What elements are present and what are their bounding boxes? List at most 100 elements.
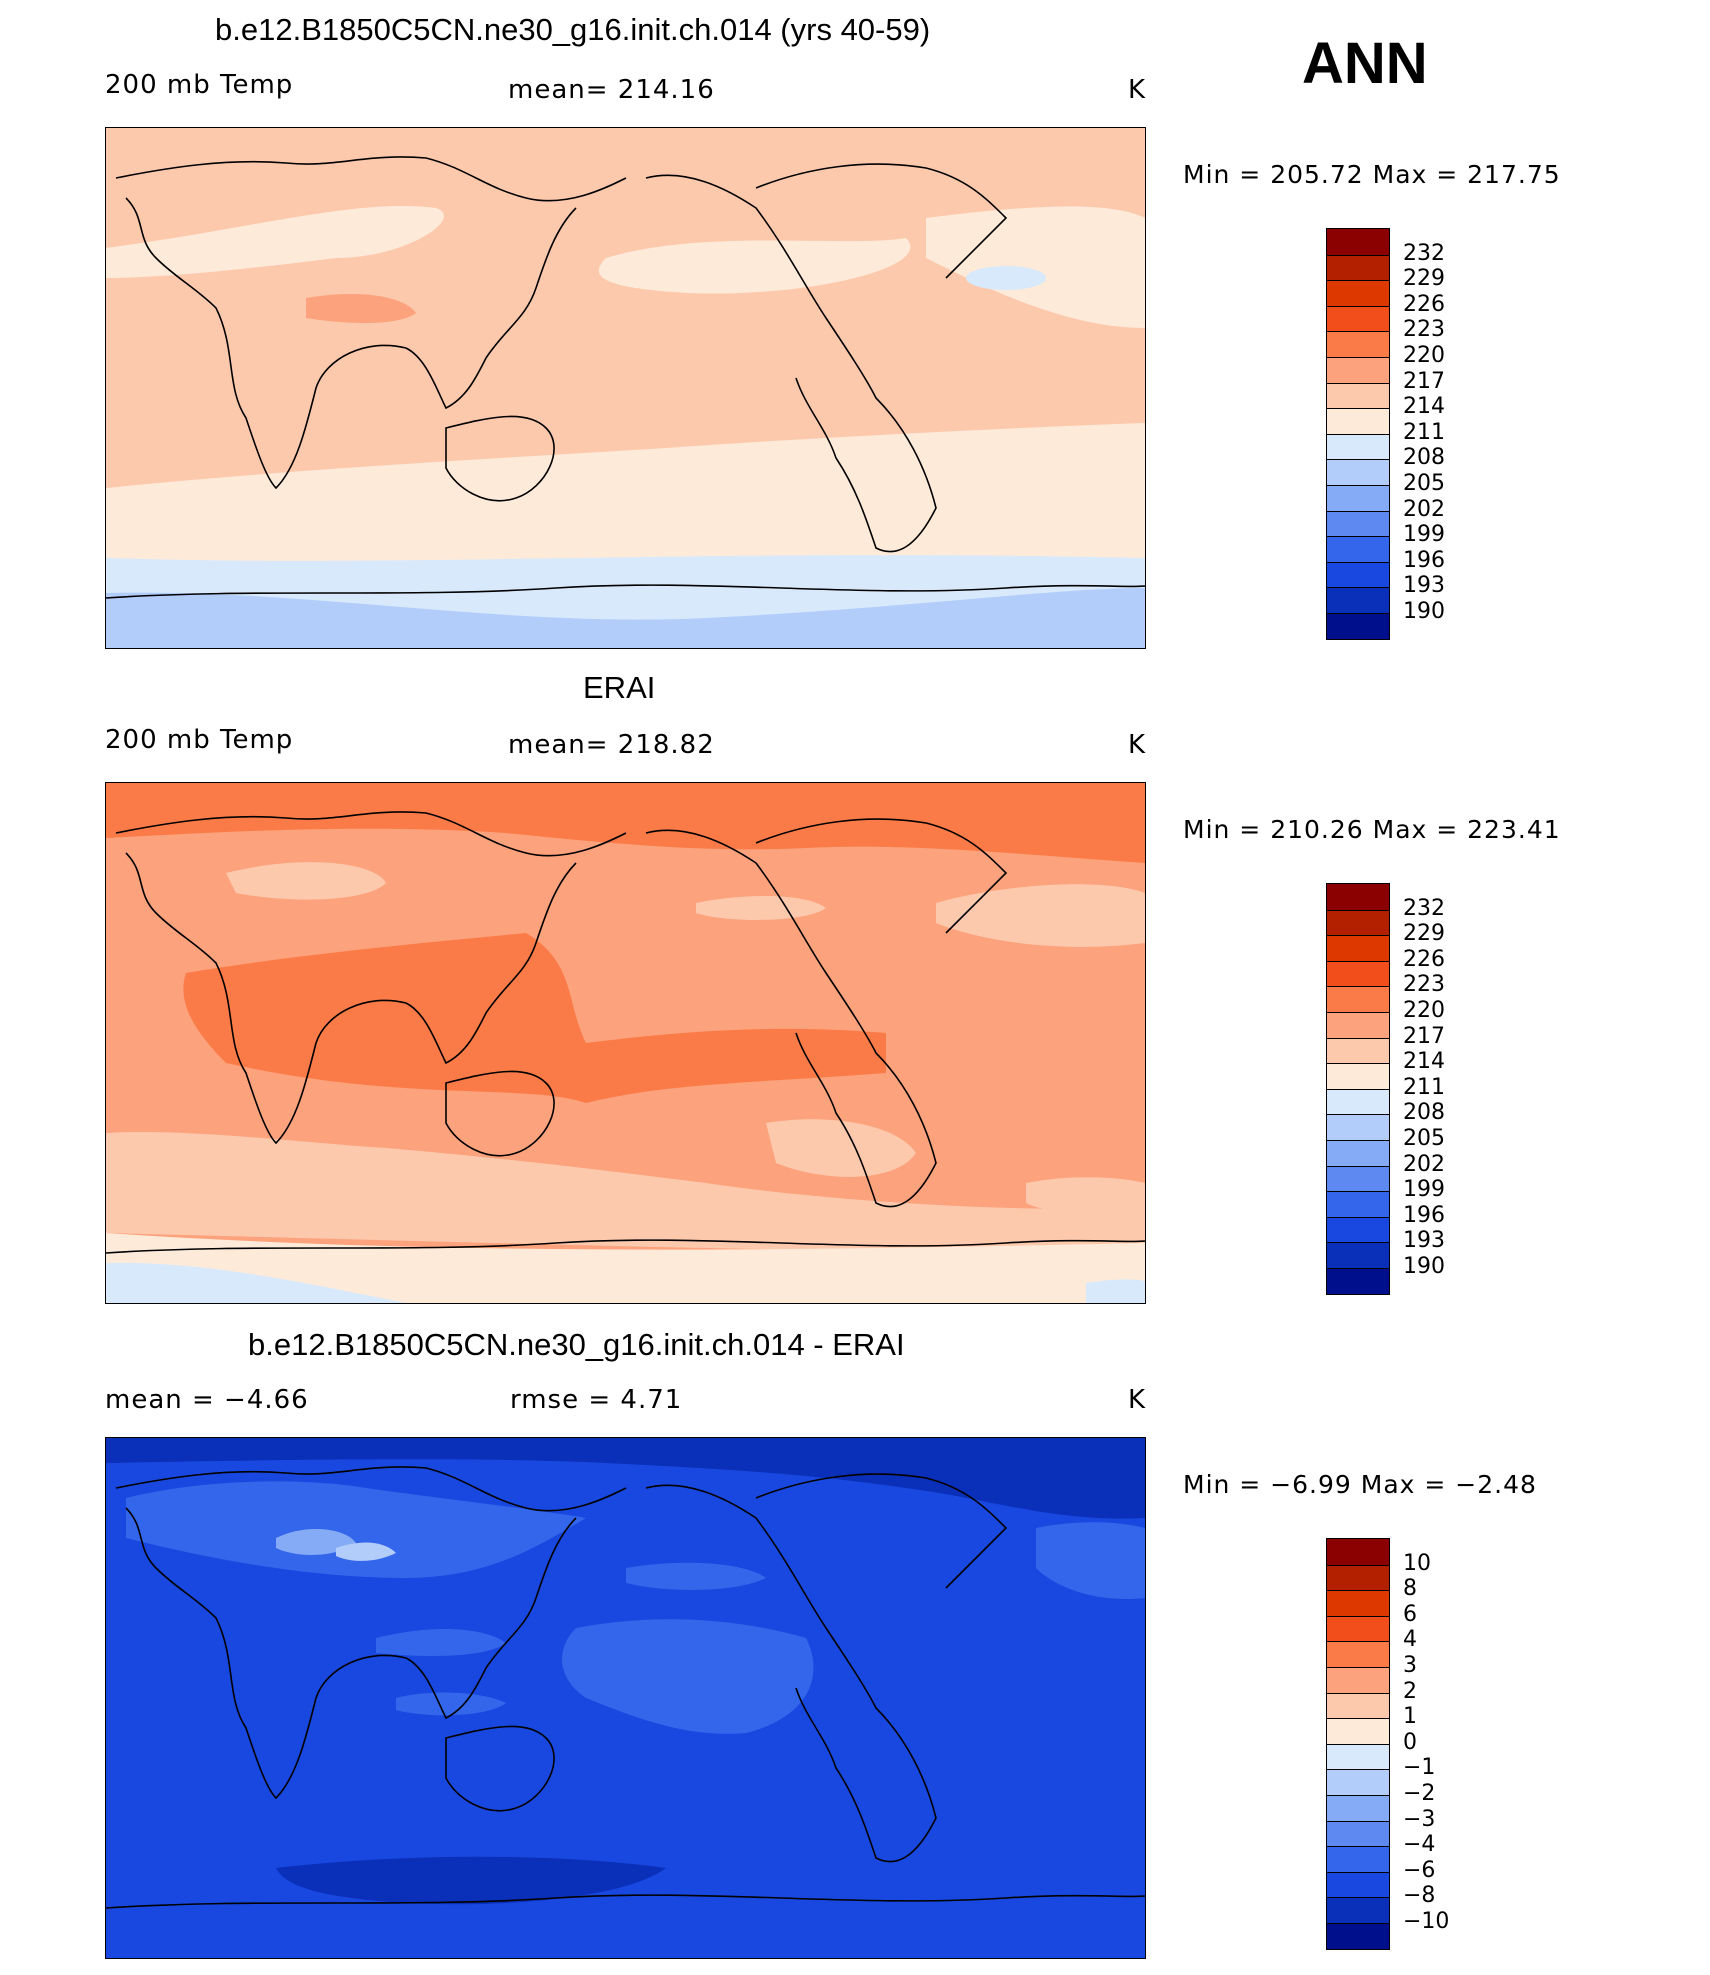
colorbar-swatch [1327, 884, 1389, 910]
colorbar-tick-label: 226 [1403, 291, 1445, 317]
colorbar-swatch [1327, 1743, 1389, 1770]
panel-2-minmax: Min = 210.26 Max = 223.41 [1183, 815, 1561, 844]
panel-3-minmax: Min = −6.99 Max = −2.48 [1183, 1470, 1537, 1499]
colorbar-swatch [1327, 356, 1389, 383]
colorbar-tick-label: 193 [1403, 1228, 1445, 1254]
colorbar-swatch [1327, 587, 1389, 613]
colorbar-tick-label: 193 [1403, 573, 1445, 599]
colorbar-tick-label: 208 [1403, 445, 1445, 471]
colorbar-swatch [1327, 1139, 1389, 1166]
colorbar-swatch [1327, 986, 1389, 1012]
colorbar-tick-label: 223 [1403, 972, 1445, 998]
colorbar-tick-label: 202 [1403, 1151, 1445, 1177]
panel-1-title: b.e12.B1850C5CN.ne30_g16.init.ch.014 (yr… [215, 12, 931, 47]
colorbar-swatch [1327, 612, 1389, 639]
colorbar-swatch [1327, 382, 1389, 409]
colorbar-tick-label: −4 [1403, 1832, 1436, 1858]
panel-2-units: K [1128, 730, 1147, 760]
colorbar-swatch [1327, 1216, 1389, 1243]
colorbar-tick-label: 190 [1403, 1254, 1445, 1279]
colorbar-swatch [1327, 484, 1389, 511]
colorbar-swatch [1327, 1666, 1389, 1693]
panel-1-minmax: Min = 205.72 Max = 217.75 [1183, 160, 1561, 189]
colorbar-tick-label: 214 [1403, 1049, 1445, 1075]
colorbar-swatch [1327, 1718, 1389, 1744]
colorbar-tick-label: 223 [1403, 317, 1445, 343]
colorbar-swatch [1327, 1897, 1389, 1923]
colorbar-tick-label: 0 [1403, 1729, 1417, 1755]
colorbar-swatch [1327, 1267, 1389, 1294]
panel-2-mean-label: mean= 218.82 [508, 730, 715, 760]
colorbar-swatch [1327, 1088, 1389, 1115]
colorbar-tick-label: −8 [1403, 1883, 1436, 1909]
colorbar-swatch [1327, 305, 1389, 332]
colorbar-tick-label: 196 [1403, 547, 1445, 573]
colorbar-swatch [1327, 433, 1389, 460]
colorbar-tick-label: 190 [1403, 599, 1445, 624]
colorbar-swatch [1327, 1037, 1389, 1064]
colorbar-tick-label: 199 [1403, 522, 1445, 548]
colorbar-tick-label: 205 [1403, 1126, 1445, 1151]
colorbar-tick-label: 229 [1403, 266, 1445, 292]
panel-2-variable-label: 200 mb Temp [105, 725, 294, 755]
colorbar-swatch [1327, 1641, 1389, 1667]
colorbar-tick-label: 229 [1403, 921, 1445, 947]
panel-3-map [105, 1437, 1146, 1959]
colorbar-swatch [1327, 331, 1389, 357]
colorbar-swatch [1327, 1191, 1389, 1217]
colorbar-swatch [1327, 935, 1389, 961]
colorbar-tick-label: 232 [1403, 240, 1445, 266]
panel-2-colorbar-swatches [1327, 884, 1389, 1294]
panel-3-mean-label: mean = −4.66 [105, 1385, 309, 1415]
colorbar-swatch [1327, 960, 1389, 987]
colorbar-tick-label: 202 [1403, 496, 1445, 522]
colorbar-tick-label: 10 [1403, 1550, 1431, 1576]
colorbar-tick-label: 232 [1403, 895, 1445, 921]
panel-2-colorbar [1326, 883, 1390, 1295]
panel-3-rmse-label: rmse = 4.71 [510, 1385, 683, 1415]
panel-2-title: ERAI [583, 670, 656, 705]
colorbar-swatch [1327, 909, 1389, 936]
colorbar-tick-label: 211 [1403, 419, 1445, 445]
colorbar-tick-label: 196 [1403, 1202, 1445, 1228]
colorbar-swatch [1327, 510, 1389, 537]
panel-1-units: K [1128, 75, 1147, 105]
colorbar-tick-label: 220 [1403, 343, 1445, 368]
colorbar-swatch [1327, 1590, 1389, 1616]
colorbar-tick-label: 217 [1403, 368, 1445, 394]
colorbar-swatch [1327, 1011, 1389, 1038]
panel-1-mean-label: mean= 214.16 [508, 75, 715, 105]
colorbar-tick-label: 8 [1403, 1576, 1417, 1602]
panel-3-units: K [1128, 1385, 1147, 1415]
colorbar-tick-label: −6 [1403, 1857, 1436, 1883]
colorbar-tick-label: 1 [1403, 1704, 1417, 1730]
colorbar-swatch [1327, 1564, 1389, 1591]
colorbar-swatch [1327, 254, 1389, 281]
colorbar-swatch [1327, 1692, 1389, 1719]
colorbar-tick-label: 2 [1403, 1678, 1417, 1704]
colorbar-swatch [1327, 1165, 1389, 1192]
colorbar-tick-label: −10 [1403, 1909, 1450, 1934]
panel-1-colorbar-swatches [1327, 229, 1389, 639]
colorbar-tick-label: −1 [1403, 1755, 1436, 1781]
colorbar-swatch [1327, 1114, 1389, 1140]
colorbar-tick-label: 220 [1403, 998, 1445, 1023]
colorbar-tick-label: 3 [1403, 1653, 1417, 1678]
colorbar-tick-label: 226 [1403, 946, 1445, 972]
panel-1-colorbar [1326, 228, 1390, 640]
colorbar-swatch [1327, 1846, 1389, 1872]
colorbar-swatch [1327, 1922, 1389, 1949]
colorbar-tick-label: 211 [1403, 1074, 1445, 1100]
panel-3-title: b.e12.B1850C5CN.ne30_g16.init.ch.014 - E… [248, 1327, 905, 1362]
panel-1-variable-label: 200 mb Temp [105, 70, 294, 100]
panel-3-colorbar-swatches [1327, 1539, 1389, 1949]
colorbar-tick-label: −3 [1403, 1806, 1436, 1832]
colorbar-tick-label: 208 [1403, 1100, 1445, 1126]
season-label: ANN [1302, 31, 1428, 96]
colorbar-swatch [1327, 1769, 1389, 1795]
colorbar-swatch [1327, 1615, 1389, 1642]
colorbar-tick-label: 6 [1403, 1601, 1417, 1627]
colorbar-tick-label: 217 [1403, 1023, 1445, 1049]
colorbar-tick-label: 199 [1403, 1177, 1445, 1203]
colorbar-swatch [1327, 229, 1389, 255]
